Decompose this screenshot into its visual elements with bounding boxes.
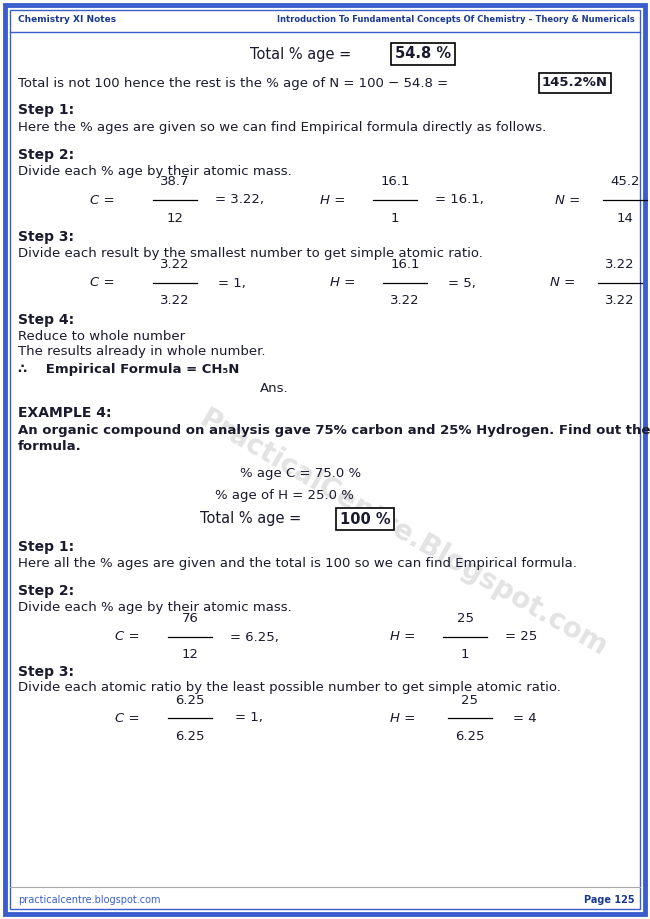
Text: 16.1: 16.1 (380, 176, 410, 188)
Text: H =: H = (330, 277, 356, 289)
Text: 38.7: 38.7 (161, 176, 190, 188)
Text: An organic compound on analysis gave 75% carbon and 25% Hydrogen. Find out the E: An organic compound on analysis gave 75%… (18, 424, 650, 437)
Text: Step 1:: Step 1: (18, 540, 74, 554)
Text: C =: C = (90, 194, 114, 207)
Text: = 25: = 25 (505, 630, 538, 643)
Text: 45.2: 45.2 (610, 176, 640, 188)
Text: H =: H = (390, 711, 415, 724)
Text: 12: 12 (181, 649, 198, 662)
Text: 6.25: 6.25 (176, 730, 205, 743)
Text: formula.: formula. (18, 440, 82, 453)
Text: 3.22: 3.22 (160, 258, 190, 271)
Text: 3.22: 3.22 (390, 294, 420, 308)
Text: = 4: = 4 (513, 711, 537, 724)
Text: = 5,: = 5, (448, 277, 476, 289)
Text: 6.25: 6.25 (176, 694, 205, 707)
Text: Here all the % ages are given and the total is 100 so we can find Empirical form: Here all the % ages are given and the to… (18, 557, 577, 570)
Text: 76: 76 (181, 612, 198, 626)
Text: H =: H = (390, 630, 415, 643)
Text: Total % age =: Total % age = (200, 512, 306, 527)
Text: Divide each % age by their atomic mass.: Divide each % age by their atomic mass. (18, 600, 292, 614)
Text: PracticalCentre.Blogspot.com: PracticalCentre.Blogspot.com (194, 404, 612, 662)
Text: Divide each result by the smallest number to get simple atomic ratio.: Divide each result by the smallest numbe… (18, 246, 483, 259)
Text: Step 2:: Step 2: (18, 148, 74, 162)
Text: Step 3:: Step 3: (18, 665, 74, 679)
Text: Step 1:: Step 1: (18, 103, 74, 117)
Text: = 1,: = 1, (218, 277, 246, 289)
Text: Page 125: Page 125 (584, 895, 635, 905)
Text: H =: H = (320, 194, 345, 207)
Text: Reduce to whole number: Reduce to whole number (18, 330, 185, 343)
Text: Step 2:: Step 2: (18, 584, 74, 598)
Text: Introduction To Fundamental Concepts Of Chemistry – Theory & Numericals: Introduction To Fundamental Concepts Of … (278, 15, 635, 24)
Text: 16.1: 16.1 (390, 258, 420, 271)
Text: 1: 1 (391, 211, 399, 224)
Text: C =: C = (115, 630, 140, 643)
Text: 3.22: 3.22 (605, 258, 635, 271)
Text: Step 3:: Step 3: (18, 230, 74, 244)
Text: The results already in whole number.: The results already in whole number. (18, 346, 265, 358)
Text: Divide each atomic ratio by the least possible number to get simple atomic ratio: Divide each atomic ratio by the least po… (18, 682, 561, 695)
Text: Ans.: Ans. (260, 381, 289, 394)
Text: = 6.25,: = 6.25, (230, 630, 279, 643)
Text: Divide each % age by their atomic mass.: Divide each % age by their atomic mass. (18, 165, 292, 177)
Text: 3.22: 3.22 (605, 294, 635, 308)
Text: 12: 12 (166, 211, 183, 224)
Text: = 16.1,: = 16.1, (435, 194, 484, 207)
Text: 54.8 %: 54.8 % (395, 47, 451, 62)
Text: Chemistry XI Notes: Chemistry XI Notes (18, 15, 116, 24)
Text: % age C = 75.0 %: % age C = 75.0 % (240, 468, 361, 481)
Text: 1: 1 (461, 649, 469, 662)
Text: C =: C = (115, 711, 140, 724)
Text: C =: C = (90, 277, 114, 289)
Text: 100 %: 100 % (340, 512, 391, 527)
Text: Here the % ages are given so we can find Empirical formula directly as follows.: Here the % ages are given so we can find… (18, 120, 546, 133)
Text: 3.22: 3.22 (160, 294, 190, 308)
Text: N =: N = (555, 194, 580, 207)
Text: 145.2%N: 145.2%N (542, 76, 608, 89)
Text: ∴    Empirical Formula = CH₅N: ∴ Empirical Formula = CH₅N (18, 362, 239, 376)
Text: = 1,: = 1, (235, 711, 263, 724)
Text: 25: 25 (462, 694, 478, 707)
Text: 25: 25 (456, 612, 473, 626)
Text: 14: 14 (617, 211, 634, 224)
Text: Total is not 100 hence the rest is the % age of N = 100 − 54.8 =: Total is not 100 hence the rest is the %… (18, 76, 452, 89)
Text: Step 4:: Step 4: (18, 313, 74, 327)
Text: N =: N = (550, 277, 575, 289)
Text: practicalcentre.blogspot.com: practicalcentre.blogspot.com (18, 895, 161, 905)
Text: Total % age =: Total % age = (250, 47, 356, 62)
Text: = 3.22,: = 3.22, (215, 194, 264, 207)
Text: EXAMPLE 4:: EXAMPLE 4: (18, 406, 112, 420)
Text: % age of H = 25.0 %: % age of H = 25.0 % (215, 490, 354, 503)
Text: 6.25: 6.25 (455, 730, 485, 743)
